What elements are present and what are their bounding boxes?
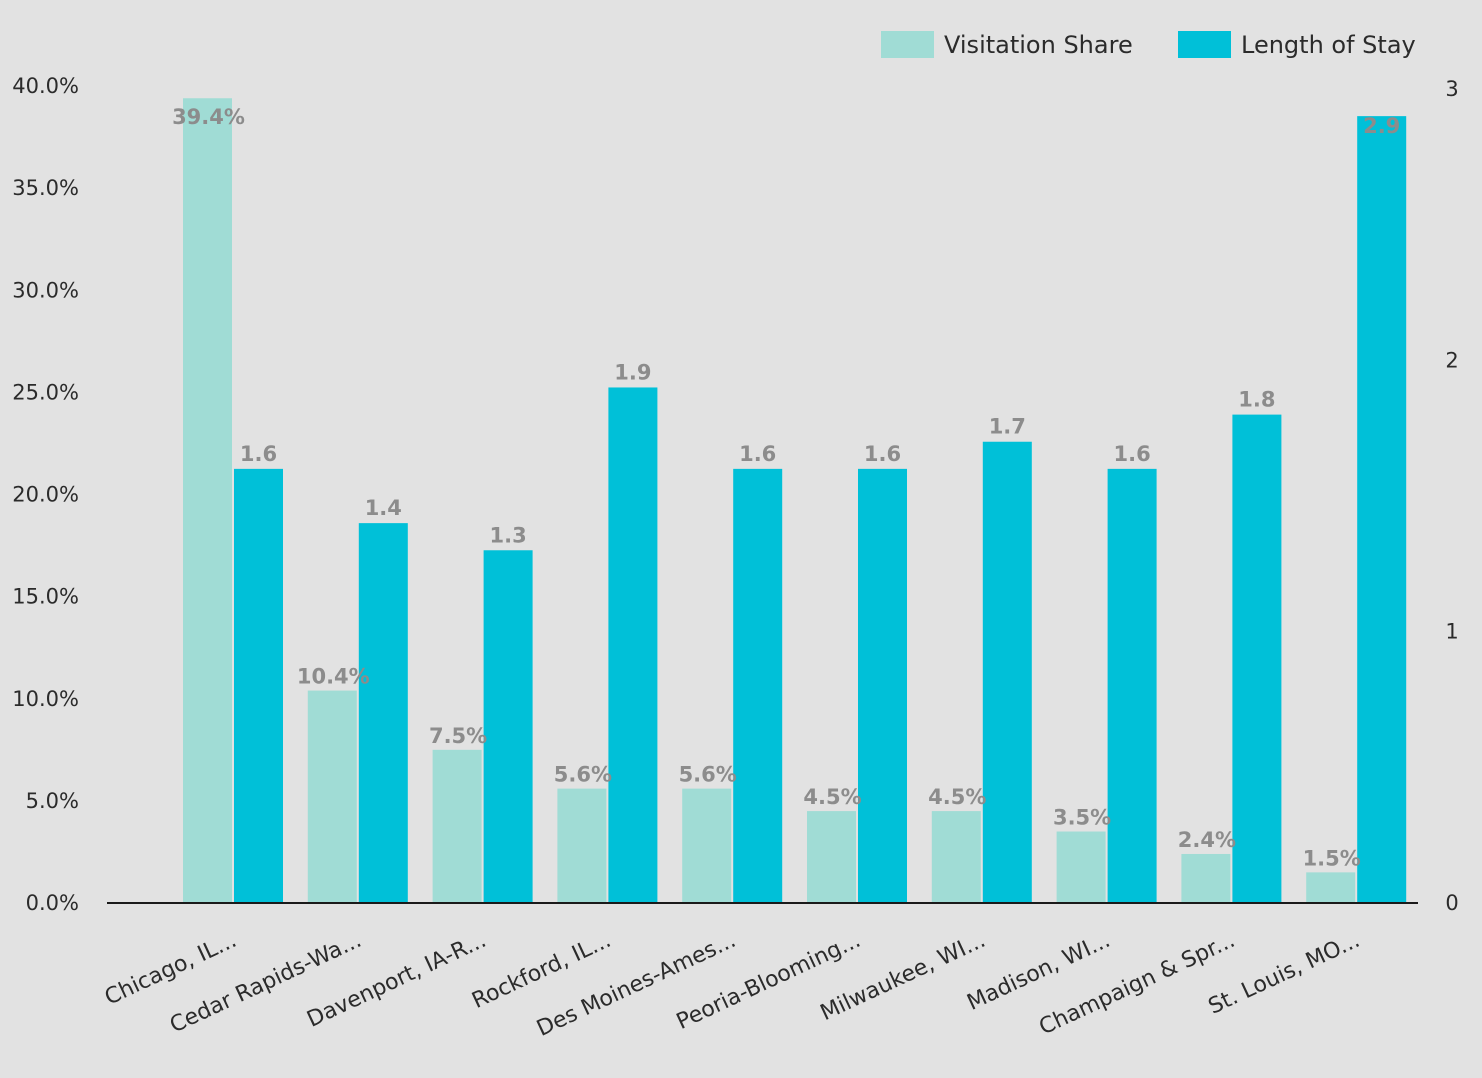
- bar-length-of-stay-chicago-il: [234, 468, 283, 903]
- bar-visitation-share-st-louis-mo: [1306, 872, 1356, 903]
- y-right-tick-label: 2: [1445, 348, 1458, 372]
- data-label-visitation-share: 5.6%: [554, 763, 612, 787]
- bar-visitation-share-chicago-il: [183, 98, 232, 903]
- bar-visitation-share-champaign-spr: [1181, 853, 1231, 903]
- data-label-length-of-stay: 1.6: [1113, 442, 1150, 466]
- data-labels: 39.4% 1.6 10.4% 1.4 7.5% 1.3 5.6% 1.9 5.6% 1.6 4.5…: [172, 105, 1400, 870]
- data-label-length-of-stay: 1.6: [864, 442, 901, 466]
- x-tick-label-des-moines-ames: Des Moines-Ames...: [533, 928, 740, 1042]
- x-axis: Chicago, IL...Cedar Rapids-Wa...Davenpor…: [101, 928, 1364, 1042]
- legend-label-length-of-stay: Length of Stay: [1241, 31, 1416, 59]
- bar-visitation-share-madison-wi: [1056, 831, 1106, 903]
- legend-swatch-visitation-share: [881, 31, 934, 58]
- bar-visitation-share-des-moines-ames: [682, 788, 732, 903]
- data-label-visitation-share: 7.5%: [429, 724, 487, 748]
- bar-length-of-stay-madison-wi: [1107, 468, 1157, 903]
- y-axis-right: 0 1 2 3: [1445, 77, 1458, 915]
- plot-area: [183, 98, 1407, 904]
- data-label-length-of-stay: 2.9: [1363, 114, 1400, 138]
- y-left-tick-label: 20.0%: [12, 483, 79, 507]
- bar-length-of-stay-champaign-spr: [1232, 414, 1282, 903]
- data-label-length-of-stay: 1.4: [365, 496, 402, 520]
- y-left-tick-label: 25.0%: [12, 380, 79, 404]
- data-label-length-of-stay: 1.6: [739, 442, 776, 466]
- data-label-length-of-stay: 1.7: [989, 415, 1026, 439]
- legend-swatch-length-of-stay: [1178, 31, 1231, 58]
- bar-length-of-stay-cedar-rapids-wa: [358, 523, 408, 903]
- bar-length-of-stay-des-moines-ames: [733, 468, 783, 903]
- y-right-tick-label: 0: [1445, 891, 1458, 915]
- data-label-visitation-share: 5.6%: [679, 763, 737, 787]
- data-label-visitation-share: 39.4%: [172, 105, 245, 129]
- y-left-tick-label: 15.0%: [12, 585, 79, 609]
- y-right-tick-label: 3: [1445, 77, 1458, 101]
- bar-visitation-share-davenport-ia-r: [432, 749, 482, 903]
- y-left-tick-label: 35.0%: [12, 176, 79, 200]
- bar-length-of-stay-milwaukee-wi: [982, 441, 1032, 903]
- data-label-visitation-share: 1.5%: [1303, 846, 1361, 870]
- y-left-tick-label: 0.0%: [26, 891, 79, 915]
- data-label-length-of-stay: 1.6: [240, 442, 277, 466]
- bar-length-of-stay-davenport-ia-r: [483, 550, 533, 903]
- y-axis-left: 0.0% 5.0% 10.0% 15.0% 20.0% 25.0% 30.0% 35.0% 40…: [12, 74, 79, 915]
- data-label-length-of-stay: 1.3: [489, 523, 526, 547]
- bar-visitation-share-rockford-il: [557, 788, 607, 903]
- data-label-visitation-share: 4.5%: [928, 785, 986, 809]
- legend-label-visitation-share: Visitation Share: [944, 31, 1133, 59]
- bar-length-of-stay-rockford-il: [608, 387, 658, 903]
- y-left-tick-label: 10.0%: [12, 687, 79, 711]
- bar-visitation-share-peoria-blooming: [807, 811, 856, 903]
- y-right-tick-label: 1: [1445, 620, 1458, 644]
- y-left-tick-label: 30.0%: [12, 278, 79, 302]
- data-label-length-of-stay: 1.8: [1238, 388, 1275, 412]
- data-label-visitation-share: 3.5%: [1053, 806, 1111, 830]
- bar-length-of-stay-peoria-blooming: [858, 468, 907, 903]
- y-left-tick-label: 5.0%: [26, 789, 79, 813]
- bar-visitation-share-milwaukee-wi: [931, 811, 981, 903]
- data-label-visitation-share: 2.4%: [1178, 828, 1236, 852]
- bar-visitation-share-cedar-rapids-wa: [307, 690, 357, 903]
- data-label-visitation-share: 4.5%: [803, 785, 861, 809]
- data-label-visitation-share: 10.4%: [297, 665, 370, 689]
- bar-length-of-stay-st-louis-mo: [1357, 116, 1407, 904]
- legend: Visitation Share Length of Stay: [881, 31, 1416, 59]
- y-left-tick-label: 40.0%: [12, 74, 79, 98]
- data-label-length-of-stay: 1.9: [614, 360, 651, 384]
